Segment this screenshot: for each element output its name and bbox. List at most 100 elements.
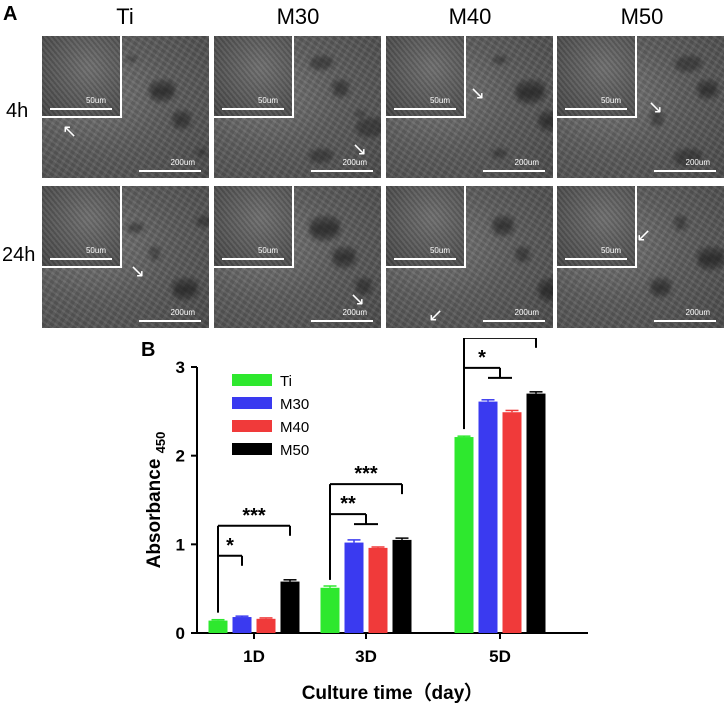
- cell-shape: [651, 285, 671, 297]
- legend-swatch-ti: [232, 374, 272, 386]
- main-scale-bar: [483, 320, 545, 322]
- significance-label: ***: [354, 463, 378, 485]
- cell-shape: [650, 278, 671, 291]
- legend-swatch-m50: [232, 443, 272, 455]
- x-tick-label: 5D: [489, 647, 511, 666]
- cell-pointer-arrow-icon: ↙: [428, 305, 444, 325]
- cell-shape: [355, 278, 372, 289]
- cell-shape: [310, 56, 333, 70]
- bar-ti-5d: [454, 437, 474, 633]
- cell-pointer-arrow-icon: ↘: [130, 261, 146, 281]
- column-label-m40: M40: [448, 4, 492, 29]
- y-tick-label: 3: [176, 358, 185, 377]
- cell-shape: [332, 247, 356, 262]
- bar-ti-1d: [208, 620, 228, 633]
- significance-label: ***: [242, 505, 266, 527]
- main-scale-label: 200um: [342, 158, 367, 167]
- inset-scale-bar: [50, 258, 112, 260]
- column-label-m30: M30: [276, 4, 320, 29]
- magnified-inset: 50um: [42, 36, 122, 118]
- panel-a-letter: A: [3, 3, 18, 25]
- panel-b-letter: B: [141, 339, 156, 361]
- cell-shape: [515, 247, 530, 256]
- magnified-inset: 50um: [214, 186, 294, 268]
- cell-pointer-arrow-icon: ↙: [636, 225, 652, 245]
- main-scale-label: 200um: [514, 308, 539, 317]
- cell-shape: [697, 247, 724, 264]
- inset-scale-bar: [50, 108, 112, 110]
- cell-shape: [127, 223, 144, 234]
- cell-shape: [196, 149, 207, 156]
- legend-swatch-m40: [232, 420, 272, 432]
- cell-shape: [196, 216, 209, 227]
- cell-shape: [309, 149, 333, 164]
- sem-image-m30-4h: 50um 200um ↘: [214, 36, 381, 178]
- inset-scale-bar: [565, 258, 627, 260]
- cell-shape: [493, 56, 507, 65]
- cell-shape: [172, 111, 191, 123]
- cell-shape: [173, 285, 198, 300]
- x-tick-label: 1D: [243, 647, 265, 666]
- cell-shape: [150, 254, 160, 260]
- cell-shape: [356, 285, 372, 295]
- cell-shape: [173, 118, 191, 129]
- cell-shape: [675, 56, 702, 73]
- sem-image-ti-4h: 50um 200um ↖: [42, 36, 209, 178]
- cell-shape: [516, 87, 545, 105]
- main-scale-bar: [654, 170, 716, 172]
- magnified-inset: 50um: [557, 36, 637, 118]
- bar-m50-5d: [526, 393, 546, 633]
- sem-image-m40-4h: 50um 200um ↘: [386, 36, 553, 178]
- cell-shape: [674, 216, 687, 224]
- cell-shape: [539, 118, 553, 132]
- cell-shape: [492, 216, 514, 230]
- inset-scale-label: 50um: [600, 246, 621, 255]
- cell-shape: [150, 87, 175, 102]
- cell-pointer-arrow-icon: ↘: [350, 289, 366, 309]
- cell-shape: [697, 80, 718, 93]
- main-scale-label: 200um: [170, 158, 195, 167]
- inset-scale-label: 50um: [257, 96, 278, 105]
- absorbance-bar-chart: 0 1 2 3 Absorbance 450 Culture time（day） 1D 3D 5…: [144, 338, 588, 704]
- cell-pointer-arrow-icon: ↘: [470, 83, 486, 103]
- y-axis-label: Absorbance 450: [144, 432, 168, 569]
- main-scale-bar: [139, 320, 201, 322]
- main-scale-bar: [483, 170, 545, 172]
- main-scale-label: 200um: [685, 308, 710, 317]
- cell-shape: [149, 247, 160, 254]
- magnified-inset: 50um: [386, 36, 466, 118]
- sem-image-m50-4h: 50um 200um ↘: [557, 36, 724, 178]
- inset-scale-bar: [394, 258, 456, 260]
- inset-scale-label: 50um: [85, 246, 106, 255]
- cell-shape: [674, 149, 702, 166]
- cell-pointer-arrow-icon: ↖: [62, 121, 78, 141]
- bar-ti-3d: [320, 587, 340, 633]
- legend-label-m30: M30: [280, 396, 309, 413]
- inset-scale-label: 50um: [429, 96, 450, 105]
- inset-scale-bar: [222, 258, 284, 260]
- y-tick-label: 1: [176, 535, 185, 554]
- legend-label-m50: M50: [280, 442, 309, 459]
- bar-m40-3d: [368, 547, 388, 633]
- cell-shape: [333, 254, 356, 268]
- sem-image-m50-24h: 50um 200um ↙: [557, 186, 724, 328]
- cell-shape: [650, 111, 664, 120]
- bar-m30-3d: [344, 542, 364, 633]
- cell-pointer-arrow-icon: ↘: [648, 97, 664, 117]
- main-scale-bar: [654, 320, 716, 322]
- magnified-inset: 50um: [214, 36, 294, 118]
- bar-m50-3d: [392, 539, 412, 633]
- legend-swatch-m30: [232, 397, 272, 409]
- magnified-inset: 50um: [386, 186, 466, 268]
- inset-scale-label: 50um: [600, 96, 621, 105]
- cell-shape: [516, 254, 530, 263]
- cell-shape: [356, 118, 381, 137]
- cell-shape: [539, 285, 553, 303]
- cell-shape: [492, 149, 507, 158]
- x-tick-label: 3D: [355, 647, 377, 666]
- main-scale-bar: [311, 170, 373, 172]
- main-scale-label: 200um: [514, 158, 539, 167]
- main-scale-bar: [139, 170, 201, 172]
- main-scale-label: 200um: [342, 308, 367, 317]
- bar-m30-1d: [232, 617, 252, 633]
